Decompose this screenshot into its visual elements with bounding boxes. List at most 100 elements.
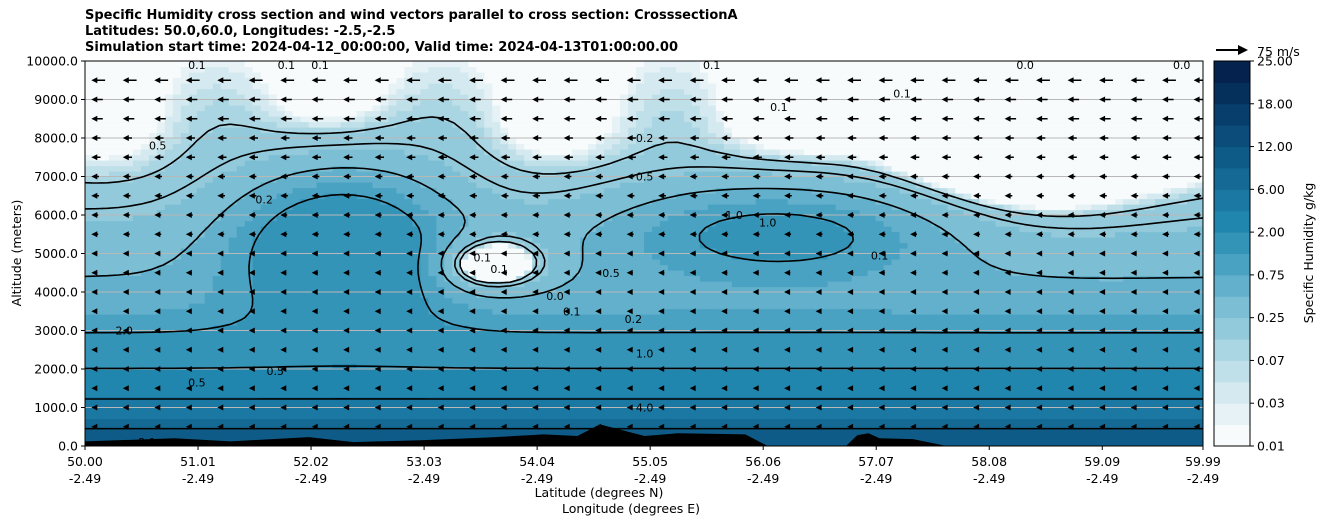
field-cell	[420, 231, 429, 238]
field-cell	[180, 435, 190, 442]
field-cell	[356, 253, 366, 260]
field-cell	[308, 94, 318, 101]
field-cell	[420, 83, 429, 90]
field-cell	[372, 209, 382, 216]
field-cell	[580, 363, 589, 370]
field-cell	[132, 297, 142, 304]
field-cell	[85, 127, 94, 134]
field-cell	[564, 121, 573, 128]
field-cell	[236, 165, 246, 172]
field-cell	[268, 275, 278, 282]
field-cell	[268, 171, 278, 178]
field-cell	[420, 380, 429, 387]
field-cell	[644, 270, 653, 277]
field-cell	[276, 182, 286, 189]
field-cell	[124, 253, 134, 260]
field-cell	[548, 105, 557, 112]
field-cell	[372, 138, 382, 145]
field-cell	[356, 418, 366, 425]
field-cell	[540, 242, 549, 249]
field-cell	[556, 215, 565, 222]
field-cell	[460, 286, 469, 293]
field-cell	[388, 231, 398, 238]
field-cell	[564, 336, 573, 343]
field-cell	[332, 358, 342, 365]
field-cell	[628, 314, 637, 321]
field-cell	[348, 248, 358, 255]
field-cell	[156, 435, 166, 442]
field-cell	[276, 88, 286, 95]
field-cell	[260, 83, 270, 90]
field-cell	[484, 204, 493, 211]
field-cell	[412, 391, 421, 398]
field-cell	[604, 418, 613, 425]
field-cell	[508, 297, 517, 304]
field-cell	[164, 171, 174, 178]
field-cell	[188, 209, 198, 216]
field-cell	[140, 61, 150, 68]
field-cell	[268, 292, 278, 299]
field-cell	[164, 413, 174, 420]
field-cell	[444, 127, 453, 134]
field-cell	[348, 308, 358, 315]
field-cell	[92, 435, 102, 442]
field-cell	[468, 110, 477, 117]
field-cell	[468, 402, 477, 409]
field-cell	[140, 149, 150, 156]
field-cell	[308, 319, 318, 326]
chart-title: Specific Humidity cross section and wind…	[85, 8, 738, 56]
field-cell	[372, 160, 382, 167]
field-cell	[228, 171, 238, 178]
field-cell	[484, 187, 493, 194]
field-cell	[588, 413, 597, 420]
field-cell	[276, 341, 286, 348]
field-cell	[364, 88, 374, 95]
field-cell	[476, 369, 485, 376]
field-cell	[588, 198, 597, 205]
field-cell	[492, 380, 501, 387]
field-cell	[92, 259, 102, 266]
field-cell	[644, 325, 653, 332]
field-cell	[100, 154, 110, 161]
field-cell	[324, 248, 334, 255]
field-cell	[244, 308, 254, 315]
field-cell	[204, 204, 214, 211]
field-cell	[524, 176, 533, 183]
field-cell	[460, 264, 469, 271]
field-cell	[420, 341, 429, 348]
field-cell	[92, 264, 102, 271]
field-cell	[356, 94, 366, 101]
field-cell	[532, 242, 541, 249]
field-cell	[212, 435, 222, 442]
field-cell	[396, 429, 406, 436]
field-cell	[468, 237, 477, 244]
field-cell	[588, 330, 597, 337]
field-cell	[164, 374, 174, 381]
field-cell	[516, 72, 525, 79]
field-cell	[492, 270, 501, 277]
field-cell	[284, 248, 294, 255]
field-cell	[284, 160, 294, 167]
field-cell	[651, 347, 661, 354]
field-cell	[452, 407, 461, 414]
field-cell	[316, 402, 326, 409]
field-cell	[556, 402, 565, 409]
field-cell	[580, 385, 589, 392]
field-cell	[364, 237, 374, 244]
field-cell	[364, 149, 374, 156]
field-cell	[468, 391, 477, 398]
field-cell	[204, 297, 214, 304]
field-cell	[420, 138, 429, 145]
field-cell	[476, 132, 485, 139]
field-cell	[220, 325, 230, 332]
field-cell	[220, 413, 230, 420]
field-cell	[444, 418, 453, 425]
field-cell	[564, 253, 573, 260]
field-cell	[484, 292, 493, 299]
field-cell	[132, 341, 142, 348]
field-cell	[140, 215, 150, 222]
field-cell	[252, 308, 262, 315]
field-cell	[204, 314, 214, 321]
field-cell	[604, 121, 613, 128]
field-cell	[500, 413, 509, 420]
